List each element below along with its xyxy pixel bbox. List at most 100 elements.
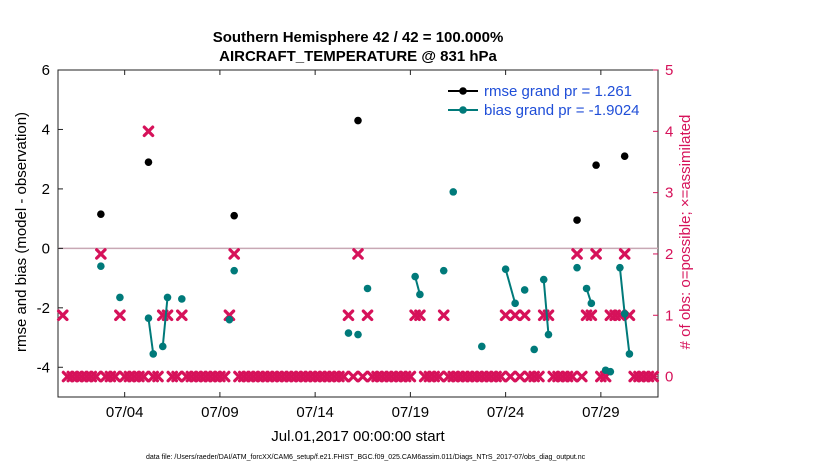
plot-area: -4 -2 0 2 4 6 0 1 2 3 4 5 07/04 07/09 07/14 07/19 07/24 0…: [37, 62, 674, 421]
obs-count-point: [518, 309, 531, 322]
obs-count-point: [171, 370, 183, 383]
bias-point: [501, 265, 510, 273]
obs-count-point: [95, 248, 107, 260]
obs-count-point: [176, 309, 188, 322]
bias-line: [542, 279, 550, 335]
obs-count-point: [499, 309, 512, 322]
bias-point: [520, 286, 529, 294]
obs-count-point: [90, 370, 102, 383]
bias-point: [158, 342, 167, 351]
bias-line: [147, 318, 155, 355]
x-axis-label: Jul.01,2017 00:00:00 start: [271, 428, 445, 445]
y-tick-label: 6: [42, 62, 50, 79]
obs-count-point: [114, 309, 126, 322]
obs-count-point: [356, 370, 369, 383]
obs-count-point: [647, 370, 660, 383]
rmse-point: [97, 210, 105, 218]
bias-point: [587, 299, 596, 308]
obs-count-point: [433, 370, 445, 383]
bias-point: [363, 284, 372, 293]
y-right-tick-label: 0: [665, 369, 673, 386]
bias-point: [544, 330, 553, 339]
bias-point: [530, 345, 538, 354]
obs-count-point: [152, 370, 164, 383]
obs-count-point: [352, 248, 364, 260]
obs-count-point: [533, 370, 545, 383]
bias-point: [149, 350, 158, 358]
bias-point: [625, 350, 634, 358]
legend-bias-label: bias grand pr = -1.9024: [484, 102, 640, 119]
bias-point: [539, 275, 548, 284]
bias-point: [449, 188, 458, 196]
x-tick-label: 07/04: [106, 404, 144, 421]
obs-count-point: [142, 125, 155, 138]
bias-point: [511, 299, 519, 308]
obs-count-point: [342, 309, 355, 322]
legend-rmse-label: rmse grand pr = 1.261: [484, 83, 632, 100]
obs-count-point: [228, 248, 240, 260]
obs-count-point: [404, 370, 417, 383]
obs-count-point: [437, 309, 450, 322]
bias-point: [620, 309, 629, 318]
obs-count-point: [137, 370, 150, 383]
y-axis-label-right: # of obs: o=possible; ×=assimilated: [677, 115, 694, 350]
bias-point: [616, 263, 624, 272]
x-tick-label: 07/14: [296, 404, 334, 421]
bias-point: [416, 290, 424, 299]
y-right-tick-label: 4: [665, 123, 673, 140]
y-tick-label: -4: [37, 359, 50, 376]
bias-point: [354, 330, 362, 339]
bias-point: [144, 314, 153, 323]
obs-count-point: [414, 309, 426, 322]
obs-count-point: [218, 370, 231, 383]
rmse-point: [620, 152, 629, 161]
bias-point: [97, 262, 105, 271]
bias-point: [230, 266, 238, 275]
obs-count-point: [514, 370, 526, 383]
rmse-point: [592, 161, 600, 169]
bias-point: [225, 315, 234, 324]
obs-count-point: [618, 248, 631, 260]
y-right-tick-label: 2: [665, 246, 673, 263]
y-right-tick-label: 1: [665, 307, 673, 324]
y-right-tick-label: 5: [665, 62, 673, 79]
bias-point: [116, 293, 124, 302]
bias-point: [573, 263, 581, 272]
obs-count-point: [337, 370, 350, 383]
obs-count-point: [509, 309, 521, 322]
x-tick-label: 07/24: [487, 404, 525, 421]
y-tick-label: 0: [42, 240, 50, 257]
chart-title: Southern Hemisphere 42 / 42 = 100.000%: [213, 29, 504, 46]
bias-point: [582, 284, 591, 293]
obs-count-point: [504, 370, 517, 383]
y-tick-label: 4: [42, 121, 50, 138]
bias-point: [178, 295, 186, 303]
y-axis-label: rmse and bias (model - observation): [13, 112, 30, 352]
obs-count-point: [495, 370, 507, 383]
obs-count-point: [56, 309, 69, 322]
obs-count-point: [347, 370, 360, 383]
bias-point: [344, 329, 353, 337]
obs-count-point: [585, 309, 598, 322]
rmse-point: [230, 211, 238, 220]
bias-point: [163, 293, 172, 302]
legend-bias-marker: [459, 106, 467, 114]
obs-count-point: [109, 370, 121, 383]
bias-line: [504, 268, 517, 304]
rmse-point: [144, 158, 153, 166]
x-tick-label: 07/29: [582, 404, 620, 421]
y-tick-label: 2: [42, 181, 50, 198]
y-right-tick-label: 3: [665, 185, 673, 202]
x-tick-label: 07/19: [392, 404, 430, 421]
bias-point: [478, 342, 486, 351]
bias-point: [411, 272, 419, 281]
rmse-point: [573, 216, 581, 224]
y-tick-label: -2: [37, 300, 50, 317]
obs-count-point: [566, 370, 579, 383]
plot-frame: [57, 69, 659, 398]
obs-count-point: [576, 370, 588, 383]
bias-point: [606, 367, 615, 376]
legend-rmse-marker: [459, 87, 467, 95]
rmse-point: [354, 116, 362, 125]
